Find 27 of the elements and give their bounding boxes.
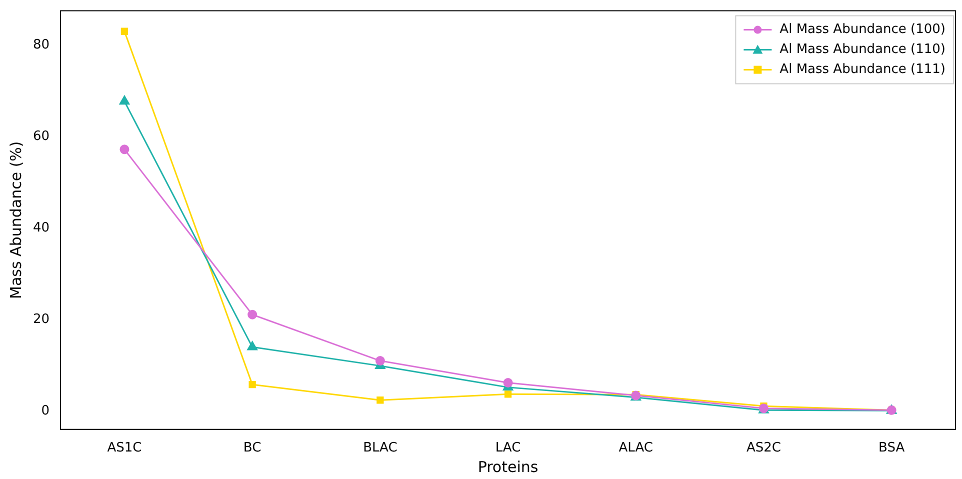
point xyxy=(504,390,512,398)
x-tick-label: BSA xyxy=(878,440,905,456)
y-tick-label: 80 xyxy=(32,37,50,52)
legend-label: Al Mass Abundance (100) xyxy=(780,22,946,38)
point xyxy=(248,380,256,388)
x-tick-label: AS2C xyxy=(746,440,781,456)
point xyxy=(248,310,258,320)
legend-label: Al Mass Abundance (111) xyxy=(780,62,946,78)
x-axis-title: Proteins xyxy=(478,458,538,476)
y-tick-label: 0 xyxy=(41,403,50,418)
x-tick-label: BLAC xyxy=(363,440,398,456)
y-tick-label: 20 xyxy=(32,312,50,327)
y-axis-title: Mass Abundance (%) xyxy=(6,141,25,299)
y-tick-label: 40 xyxy=(32,220,50,236)
point xyxy=(119,96,130,105)
legend-label: Al Mass Abundance (110) xyxy=(780,42,946,58)
x-tick-label: ALAC xyxy=(618,440,653,456)
point xyxy=(120,28,128,35)
point xyxy=(247,341,258,350)
point xyxy=(503,378,513,388)
point xyxy=(376,396,384,404)
y-tick-label: 60 xyxy=(32,128,50,144)
x-tick-label: AS1C xyxy=(107,440,142,456)
point xyxy=(375,356,385,366)
x-tick-label: LAC xyxy=(495,440,521,456)
x-tick-label: BC xyxy=(243,440,262,456)
point xyxy=(120,144,130,154)
